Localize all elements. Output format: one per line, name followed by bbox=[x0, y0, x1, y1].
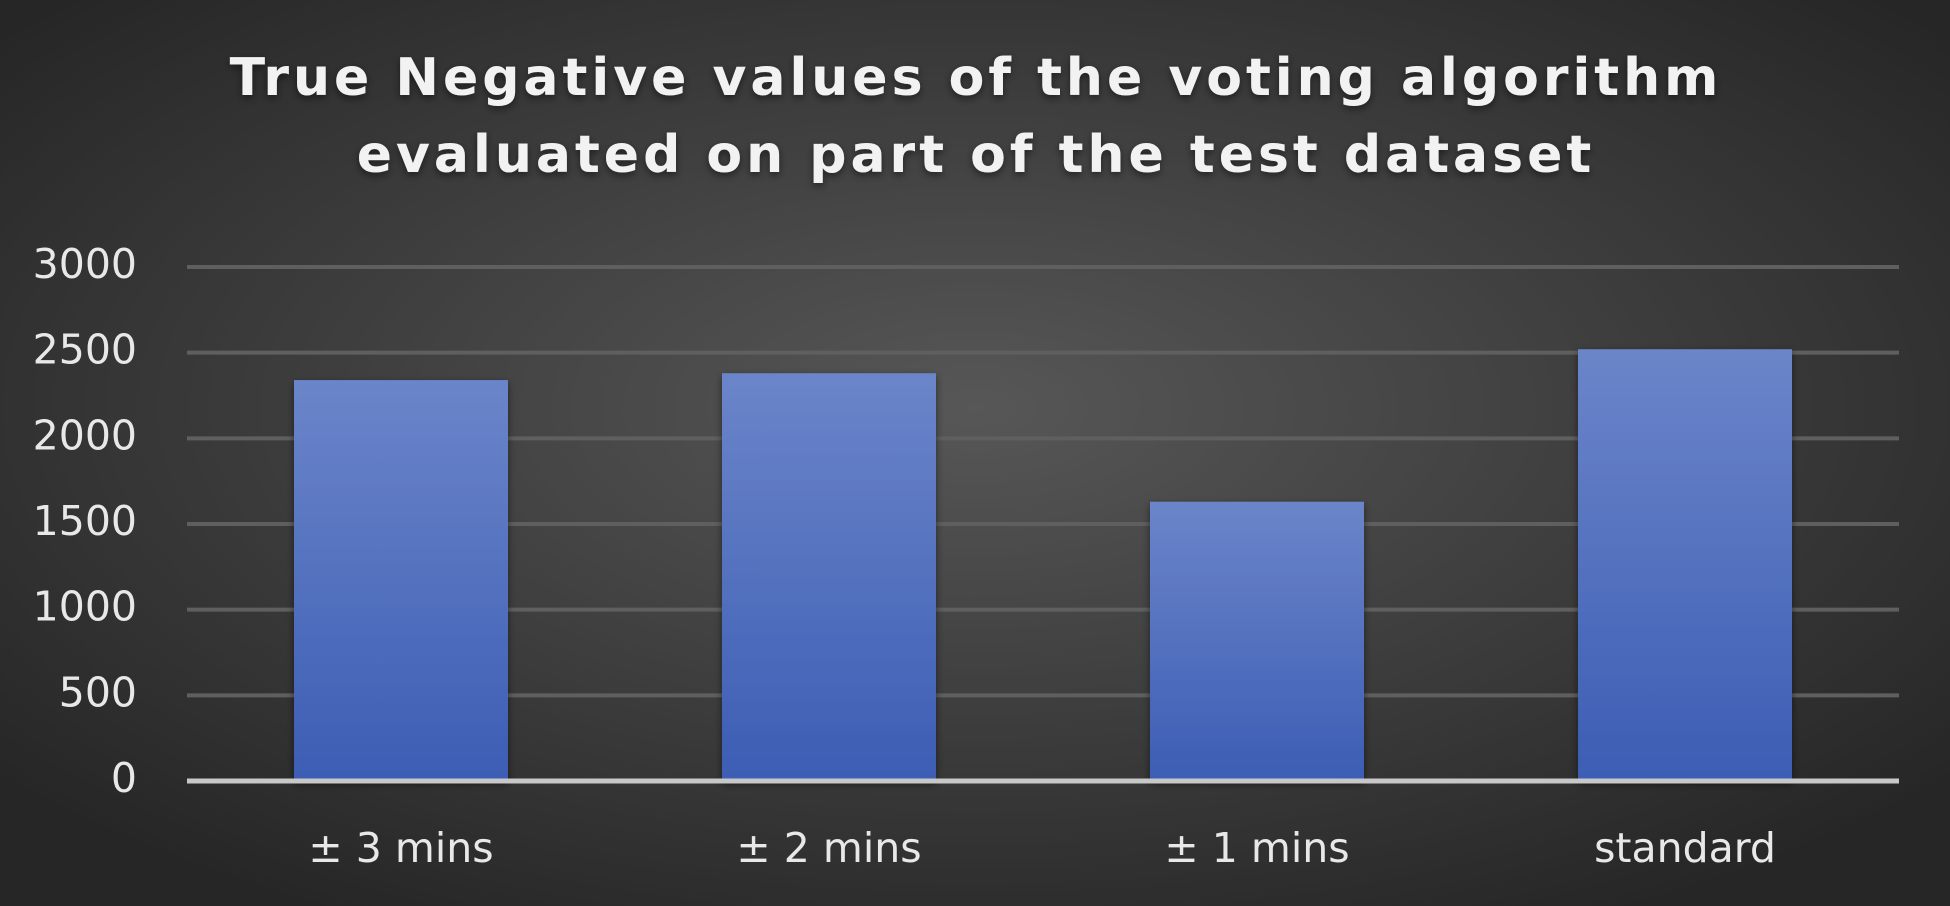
x-tick-label: ± 1 mins bbox=[1164, 824, 1349, 872]
bar bbox=[1578, 349, 1792, 781]
y-tick-label: 2000 bbox=[33, 411, 137, 459]
x-tick-label: ± 3 mins bbox=[308, 824, 493, 872]
bar bbox=[722, 373, 936, 781]
x-tick-label: ± 2 mins bbox=[736, 824, 921, 872]
y-tick-label: 0 bbox=[111, 754, 137, 802]
y-tick-label: 3000 bbox=[33, 240, 137, 288]
y-tick-label: 500 bbox=[59, 668, 137, 716]
y-tick-label: 1000 bbox=[33, 583, 137, 631]
y-tick-label: 1500 bbox=[33, 497, 137, 545]
bar bbox=[294, 380, 508, 781]
x-tick-label: standard bbox=[1594, 824, 1776, 872]
y-tick-label: 2500 bbox=[33, 326, 137, 374]
chart-title: True Negative values of the voting algor… bbox=[230, 48, 1723, 108]
bar bbox=[1150, 501, 1364, 781]
chart-title: evaluated on part of the test dataset bbox=[357, 125, 1595, 185]
